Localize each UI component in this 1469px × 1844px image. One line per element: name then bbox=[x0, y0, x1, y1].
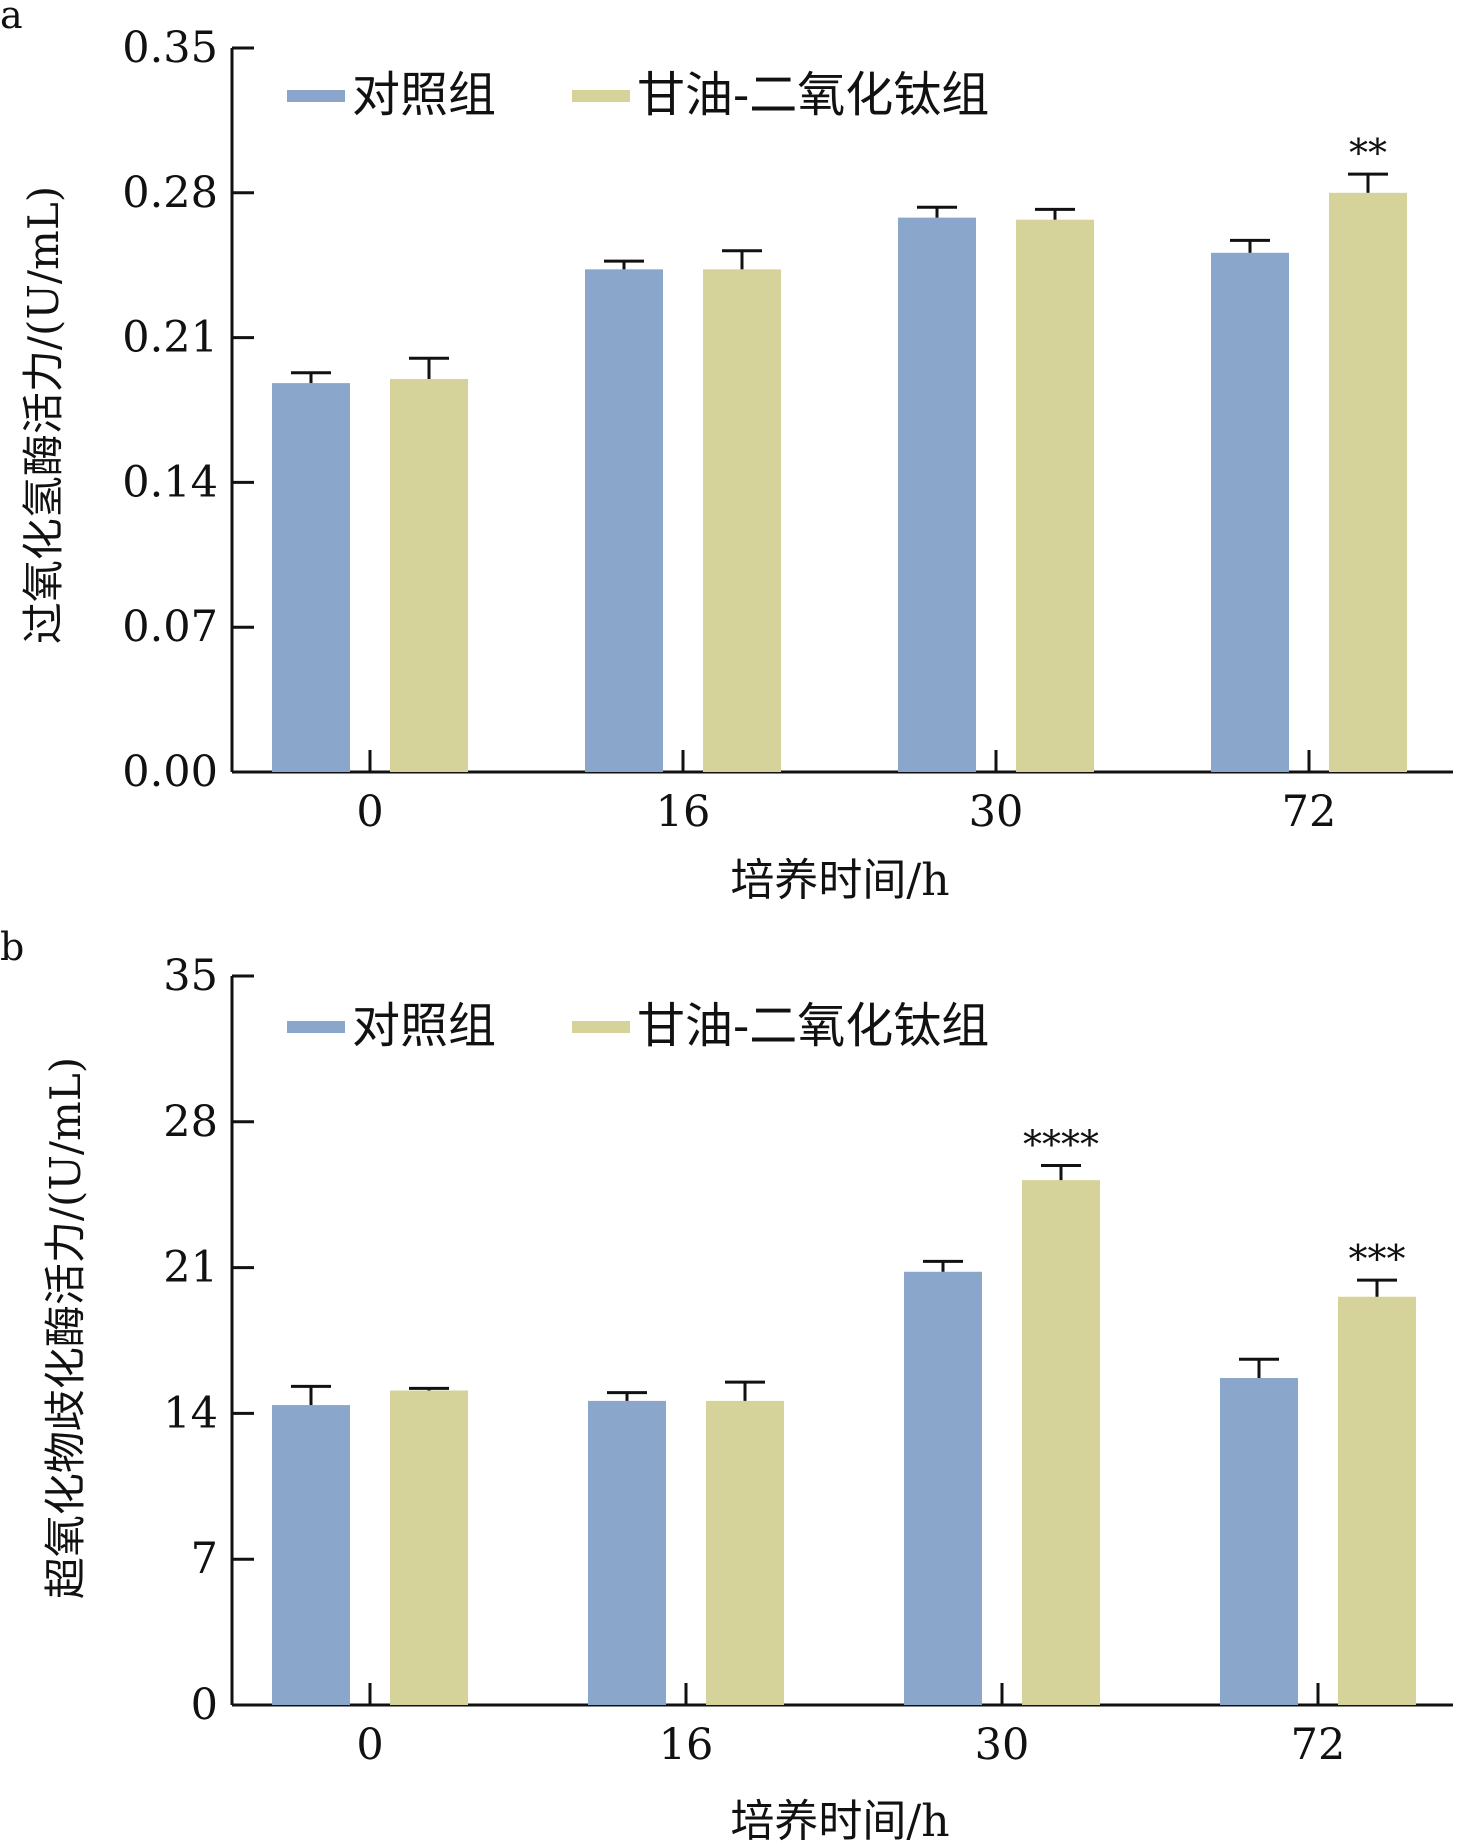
panel-a-bar-control bbox=[585, 269, 663, 772]
panel-b-legend-label-treatment: 甘油-二氧化钛组 bbox=[637, 998, 989, 1054]
panel-a-bar-control bbox=[898, 217, 976, 772]
panel-a-legend: 对照组 甘油-二氧化钛组 bbox=[287, 67, 989, 123]
panel-b-significance-label: **** bbox=[1023, 1123, 1099, 1167]
panel-a-bar-treatment bbox=[390, 378, 468, 772]
panel-b-legend-swatch-control bbox=[287, 1021, 345, 1033]
panel-a-y-axis-title: 过氧化氢酶活力/(U/mL) bbox=[19, 186, 68, 644]
panel-b-bar-control bbox=[904, 1271, 982, 1705]
panel-b-x-tick-label: 30 bbox=[975, 1720, 1030, 1770]
panel-a-y-tick-label: 0.00 bbox=[122, 747, 218, 797]
panel-b-y-tick-label: 14 bbox=[163, 1388, 218, 1438]
panel-a-legend-label-control: 对照组 bbox=[352, 67, 496, 123]
panel-a-bar-treatment bbox=[703, 269, 781, 772]
panel-a-y-tick-label: 0.14 bbox=[122, 457, 218, 507]
panel-a-bar-control bbox=[1211, 252, 1289, 772]
panel-b-bar-control bbox=[272, 1405, 350, 1705]
panel-a-x-tick-label: 16 bbox=[656, 787, 711, 837]
panel-b-y-tick-label: 7 bbox=[191, 1534, 218, 1584]
panel-b-y-tick-label: 0 bbox=[191, 1680, 218, 1730]
panel-b-legend-swatch-treatment bbox=[572, 1021, 630, 1033]
panel-b-legend-label-control: 对照组 bbox=[352, 998, 496, 1054]
panel-a-legend-label-treatment: 甘油-二氧化钛组 bbox=[637, 67, 989, 123]
panel-a-y-tick-label: 0.21 bbox=[122, 313, 218, 363]
panel-b-x-tick-label: 16 bbox=[659, 1720, 714, 1770]
panel-a-x-axis-title: 培养时间/h bbox=[730, 855, 949, 906]
panel-b-y-tick-label: 35 bbox=[163, 951, 218, 1001]
panel-a-legend-swatch-control bbox=[287, 90, 345, 102]
panel-b-bar-treatment bbox=[1338, 1296, 1416, 1705]
panel-b-bar-control bbox=[588, 1400, 666, 1705]
panel-a-label: a bbox=[0, 0, 23, 37]
panel-a-x-tick-label: 0 bbox=[356, 787, 383, 837]
panel-b-y-tick-label: 21 bbox=[163, 1243, 218, 1293]
panel-a-bar-treatment bbox=[1016, 219, 1094, 773]
panel-a-y-tick-label: 0.28 bbox=[122, 168, 218, 218]
panel-a-y-tick-label: 0.35 bbox=[122, 23, 218, 73]
panel-b-bar-treatment bbox=[390, 1390, 468, 1705]
panel-b-label: b bbox=[0, 925, 24, 969]
panel-a: a 过氧化氢酶活力/(U/mL) 培养时间/h 对照组 甘油-二氧化钛组 0.0… bbox=[0, 0, 1453, 906]
panel-b: b 超氧化物歧化酶活力/(U/mL) 培养时间/h 对照组 甘油-二氧化钛组 0… bbox=[0, 925, 1453, 1844]
panel-a-x-tick-label: 30 bbox=[969, 787, 1024, 837]
panel-a-x-tick-label: 72 bbox=[1282, 787, 1337, 837]
panel-a-significance-label: ** bbox=[1349, 131, 1387, 175]
panel-b-y-tick-label: 28 bbox=[163, 1097, 218, 1147]
panel-b-plot: 0 7 14 21 28 35 0 16 30 **** 72 *** bbox=[163, 951, 1453, 1770]
panel-b-legend: 对照组 甘油-二氧化钛组 bbox=[287, 998, 989, 1054]
panel-b-bar-control bbox=[1220, 1377, 1298, 1705]
panel-a-y-tick-label: 0.07 bbox=[122, 602, 218, 652]
panel-b-y-axis-title: 超氧化物歧化酶活力/(U/mL) bbox=[41, 1057, 90, 1599]
panel-a-bar-control bbox=[272, 383, 350, 772]
panel-a-plot: 0.00 0.07 0.14 0.21 0.28 0.35 0 16 30 72 ** bbox=[122, 23, 1453, 837]
panel-a-bar-treatment bbox=[1329, 192, 1407, 773]
panel-b-significance-label: *** bbox=[1349, 1237, 1406, 1281]
panel-b-bar-treatment bbox=[1022, 1180, 1100, 1705]
panel-b-x-tick-label: 0 bbox=[356, 1720, 383, 1770]
panel-a-legend-swatch-treatment bbox=[572, 90, 630, 102]
panel-b-x-axis-title: 培养时间/h bbox=[730, 1796, 949, 1844]
panel-b-x-tick-label: 72 bbox=[1291, 1720, 1346, 1770]
panel-b-bar-treatment bbox=[706, 1400, 784, 1705]
